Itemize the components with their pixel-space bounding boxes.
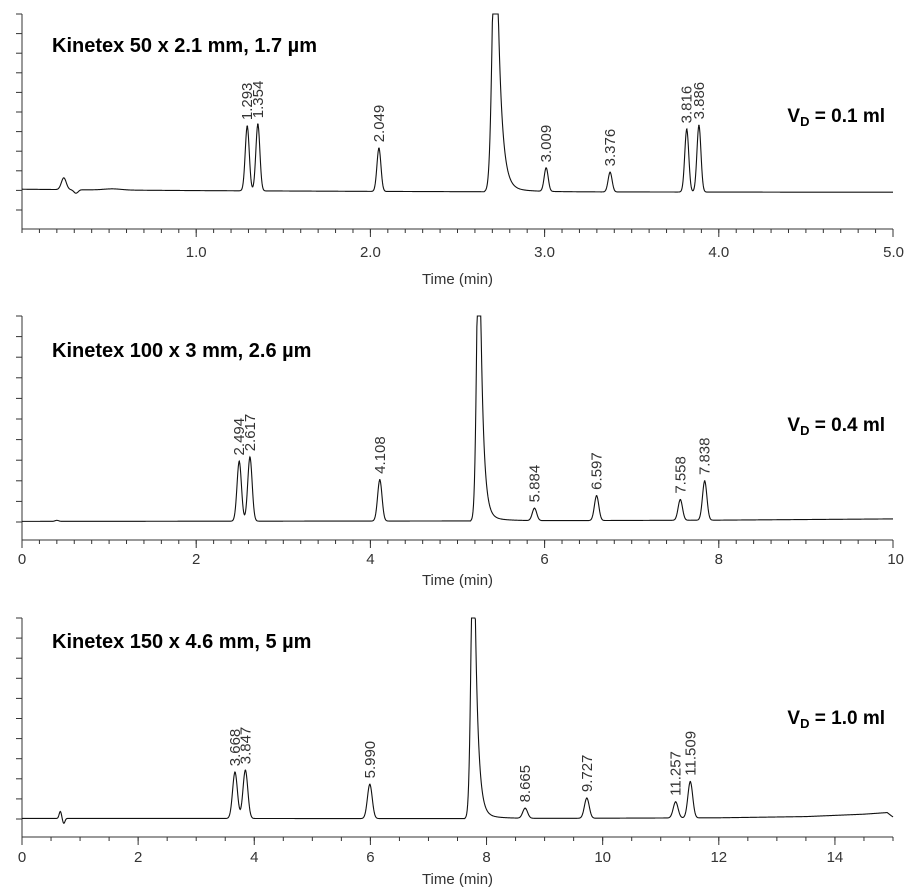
peak-apex-point xyxy=(703,480,706,482)
peak-retention-label: 3.816 xyxy=(679,86,696,124)
x-tick-label: 6 xyxy=(366,849,374,866)
x-tick-label: 0 xyxy=(18,849,26,866)
peak-apex-point xyxy=(545,167,547,170)
peak-retention-label: 3.847 xyxy=(237,727,254,765)
peak-apex-point xyxy=(249,456,251,459)
dwell-volume-subscript: D xyxy=(800,716,809,731)
peak-retention-label: 1.354 xyxy=(250,81,267,119)
dwell-volume-value: = 0.4 ml xyxy=(809,415,885,436)
peak-apex-point xyxy=(246,125,249,127)
dwell-volume-label: VD = 0.4 ml xyxy=(787,415,885,438)
peak-apex-point xyxy=(378,147,380,150)
x-tick-label: 14 xyxy=(827,849,844,866)
peak-retention-label: 3.376 xyxy=(602,129,619,167)
peak-apex-point xyxy=(244,769,247,772)
peak-apex-point xyxy=(369,783,371,786)
peak-apex-point xyxy=(674,801,677,803)
dwell-volume-subscript: D xyxy=(800,423,809,438)
peak-apex-point xyxy=(586,797,588,799)
peak-retention-label: 5.990 xyxy=(362,741,379,779)
peak-retention-label: 3.886 xyxy=(691,82,708,120)
peak-apex-point xyxy=(257,123,259,126)
column-title: Kinetex 50 x 2.1 mm, 1.7 µm xyxy=(52,35,317,57)
dwell-volume-prefix: V xyxy=(787,708,800,729)
x-tick-label: 12 xyxy=(710,849,727,866)
column-title: Kinetex 100 x 3 mm, 2.6 µm xyxy=(52,340,311,362)
peak-retention-label: 4.108 xyxy=(372,436,389,474)
peak-apex-point xyxy=(524,807,526,810)
peak-retention-label: 5.884 xyxy=(526,465,543,503)
dwell-volume-value: = 0.1 ml xyxy=(809,106,885,127)
peak-retention-label: 6.597 xyxy=(589,452,606,490)
peak-retention-label: 3.009 xyxy=(538,125,555,163)
column-title: Kinetex 150 x 4.6 mm, 5 µm xyxy=(52,631,311,653)
x-tick-label: 4.0 xyxy=(708,244,729,261)
peak-apex-point xyxy=(234,771,236,774)
x-tick-label: 2.0 xyxy=(360,244,381,261)
peak-retention-label: 2.494 xyxy=(231,418,248,456)
x-tick-label: 2 xyxy=(192,551,200,568)
peak-apex-point xyxy=(533,507,536,510)
peak-apex-point xyxy=(609,171,611,174)
x-tick-label: 6 xyxy=(540,551,548,568)
peak-retention-label: 8.665 xyxy=(517,765,534,803)
chromatogram-trace xyxy=(21,13,893,194)
dwell-volume-prefix: V xyxy=(787,415,800,436)
dwell-volume-label: VD = 0.1 ml xyxy=(787,106,885,129)
peak-apex-point xyxy=(238,460,241,463)
peak-retention-label: 1.293 xyxy=(239,83,256,121)
x-tick-label: 10 xyxy=(594,849,611,866)
dwell-volume-label: VD = 1.0 ml xyxy=(787,708,885,731)
x-tick-label: 8 xyxy=(482,849,490,866)
x-tick-label: 1.0 xyxy=(186,244,207,261)
x-tick-label: 3.0 xyxy=(534,244,555,261)
peak-retention-label: 11.509 xyxy=(682,731,699,776)
x-axis-label: Time (min) xyxy=(422,572,493,589)
peak-retention-label: 2.049 xyxy=(371,105,388,143)
x-tick-label: 2 xyxy=(134,849,142,866)
peak-retention-label: 7.558 xyxy=(672,456,689,494)
peak-apex-point xyxy=(595,495,598,497)
dwell-volume-subscript: D xyxy=(800,114,809,129)
x-tick-label: 4 xyxy=(366,551,374,568)
x-tick-label: 10 xyxy=(887,551,904,568)
x-tick-label: 8 xyxy=(715,551,723,568)
x-tick-label: 4 xyxy=(250,849,258,866)
chromatogram-trace xyxy=(22,617,894,824)
x-axis-label: Time (min) xyxy=(422,271,493,288)
peak-apex-point xyxy=(685,128,688,131)
dwell-volume-prefix: V xyxy=(787,106,800,127)
chromatogram-trace xyxy=(22,315,893,522)
peak-apex-point xyxy=(698,124,700,127)
peak-retention-label: 7.838 xyxy=(697,438,714,476)
peak-retention-label: 2.617 xyxy=(242,414,259,452)
peak-retention-label: 11.257 xyxy=(668,751,685,796)
x-tick-label: 5.0 xyxy=(883,244,904,261)
x-tick-label: 0 xyxy=(18,551,26,568)
peak-retention-label: 9.727 xyxy=(579,755,596,793)
peak-apex-point xyxy=(689,780,692,783)
peak-apex-point xyxy=(679,498,682,501)
x-axis-label: Time (min) xyxy=(422,871,493,888)
peak-retention-label: 3.668 xyxy=(227,729,244,767)
dwell-volume-value: = 1.0 ml xyxy=(809,708,885,729)
peak-apex-point xyxy=(379,479,381,481)
